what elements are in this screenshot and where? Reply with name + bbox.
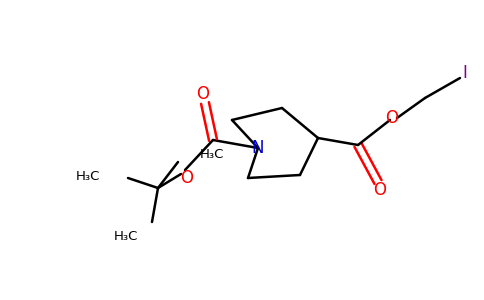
Text: N: N — [252, 139, 264, 157]
Text: O: O — [181, 169, 194, 187]
Text: O: O — [197, 85, 210, 103]
Text: H₃C: H₃C — [76, 169, 100, 182]
Text: H₃C: H₃C — [200, 148, 225, 161]
Text: I: I — [463, 64, 468, 82]
Text: O: O — [374, 181, 387, 199]
Text: O: O — [385, 109, 398, 127]
Text: H₃C: H₃C — [114, 230, 138, 242]
